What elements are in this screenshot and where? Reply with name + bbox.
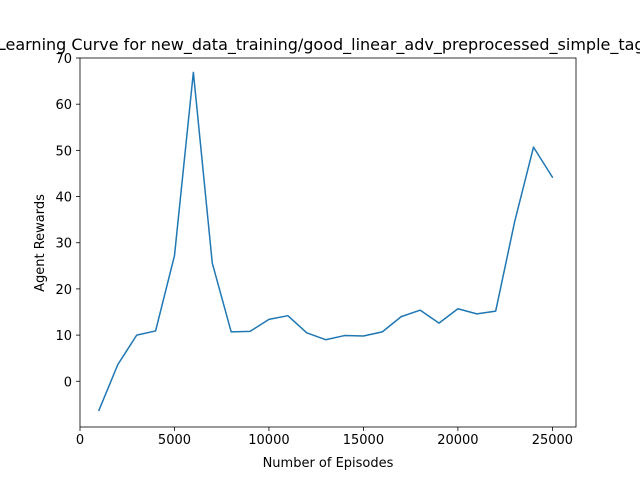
x-tick-label: 0 xyxy=(76,433,84,448)
y-tick-label: 0 xyxy=(64,375,72,390)
y-tick-label: 20 xyxy=(55,283,72,298)
x-axis-label: Number of Episodes xyxy=(263,456,394,471)
x-axis-ticks: 0 5000 10000 15000 20000 25000 xyxy=(76,427,573,448)
x-tick-label: 5000 xyxy=(158,433,191,448)
y-tick-label: 10 xyxy=(55,329,72,344)
plot-area xyxy=(79,57,577,428)
x-tick-label: 20000 xyxy=(437,433,478,448)
series-line-0 xyxy=(97,71,554,412)
y-axis-ticks: 0 10 20 30 40 50 60 70 xyxy=(55,52,80,390)
x-tick-label: 10000 xyxy=(248,433,289,448)
y-tick-label: 40 xyxy=(55,191,72,206)
axes-frame xyxy=(79,57,577,428)
y-tick-label: 70 xyxy=(55,52,72,67)
x-tick-label: 15000 xyxy=(343,433,384,448)
y-tick-label: 30 xyxy=(55,237,72,252)
y-tick-label: 60 xyxy=(55,98,72,113)
chart-title: Learning Curve for new_data_training/goo… xyxy=(0,35,640,55)
y-tick-label: 50 xyxy=(55,144,72,159)
y-axis-label: Agent Rewards xyxy=(33,194,48,292)
x-tick-label: 25000 xyxy=(532,433,573,448)
